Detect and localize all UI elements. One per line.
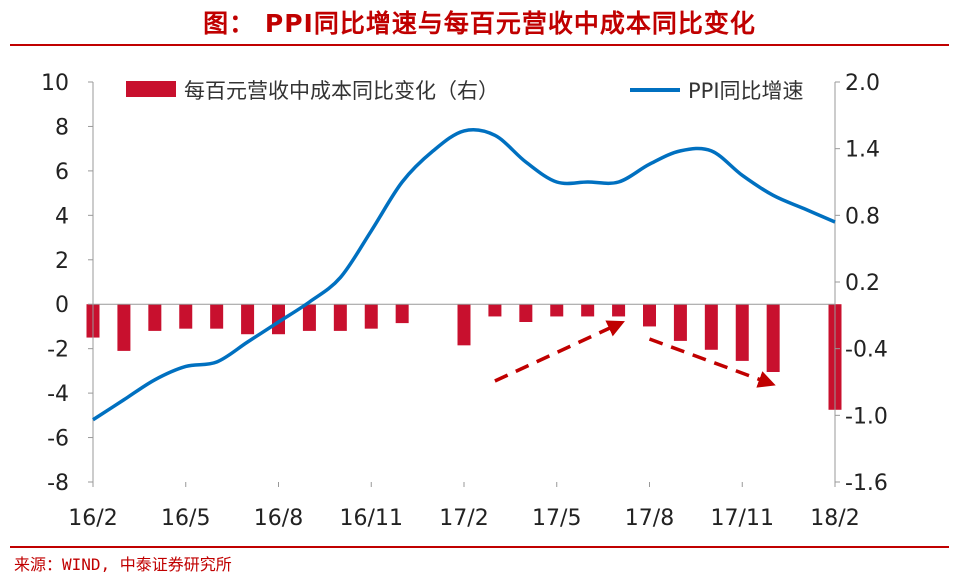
bar <box>241 304 255 335</box>
axes <box>88 81 840 487</box>
right-tick-label: 0.8 <box>845 204 880 229</box>
tick-labels: 10 8 6 4 2 0 -2 -4 -6 -8 2.0 1.4 0.8 0.2 -0.4 -1.0 -1.6 1… <box>41 71 888 531</box>
x-tick-label: 16/2 <box>68 506 117 531</box>
left-tick-label: -6 <box>47 427 69 452</box>
title-divider <box>10 44 949 46</box>
bar-series <box>86 304 842 410</box>
bar <box>272 304 285 335</box>
x-tick-label: 16/5 <box>161 506 210 531</box>
bar <box>457 304 471 346</box>
bar <box>643 304 656 327</box>
x-tick-label: 16/8 <box>254 506 303 531</box>
bar <box>117 304 131 351</box>
right-tick-label: 0.2 <box>845 271 880 296</box>
bar <box>735 304 749 361</box>
page-title: 图： PPI同比增速与每百元营收中成本同比变化 <box>203 9 756 38</box>
bar <box>302 304 316 331</box>
x-tick-label: 17/2 <box>439 506 488 531</box>
bar <box>395 304 409 324</box>
x-tick-label: 16/11 <box>340 506 403 531</box>
bar <box>673 304 687 341</box>
x-tick-label: 17/5 <box>532 506 581 531</box>
trend-arrows <box>494 320 776 388</box>
bar <box>612 304 626 317</box>
left-tick-label: -8 <box>47 471 69 496</box>
left-tick-label: 0 <box>55 293 69 318</box>
bar <box>581 304 595 317</box>
bar <box>704 304 718 350</box>
right-tick-label: -1.0 <box>845 404 888 429</box>
bar <box>364 304 378 329</box>
x-tick-label: 18/2 <box>810 506 859 531</box>
ppi-line <box>92 128 836 422</box>
bar <box>148 304 162 331</box>
right-tick-label: -0.4 <box>845 338 888 363</box>
bar <box>519 304 533 322</box>
left-tick-label: 2 <box>55 249 69 274</box>
right-tick-label: 1.4 <box>845 138 880 163</box>
bar <box>210 304 224 329</box>
source-note: 来源：WIND, 中泰证券研究所 <box>14 555 232 574</box>
line-series <box>92 128 836 422</box>
right-tick-label: -1.6 <box>845 471 888 496</box>
left-tick-label: 6 <box>55 160 69 185</box>
left-tick-label: 8 <box>55 115 69 140</box>
legend: 每百元营收中成本同比变化（右） PPI同比增速 <box>126 79 804 103</box>
bar <box>488 304 502 317</box>
footer-divider <box>10 546 949 548</box>
legend-line-label: PPI同比增速 <box>688 79 804 103</box>
left-tick-label: 10 <box>41 71 69 96</box>
left-tick-label: 4 <box>55 204 69 229</box>
left-tick-label: -4 <box>47 382 69 407</box>
right-tick-label: 2.0 <box>845 71 880 96</box>
bar <box>333 304 347 331</box>
bar <box>766 304 780 372</box>
bar <box>550 304 564 317</box>
legend-bar-label: 每百元营收中成本同比变化（右） <box>184 79 499 103</box>
trend-arrow-up <box>494 320 625 383</box>
bar <box>179 304 193 329</box>
legend-bar-swatch <box>126 81 176 97</box>
left-tick-label: -2 <box>47 338 69 363</box>
chart: 10 8 6 4 2 0 -2 -4 -6 -8 2.0 1.4 0.8 0.2 -0.4 -1.0 -1.6 1… <box>41 71 888 531</box>
x-tick-label: 17/11 <box>711 506 774 531</box>
x-tick-label: 17/8 <box>625 506 674 531</box>
